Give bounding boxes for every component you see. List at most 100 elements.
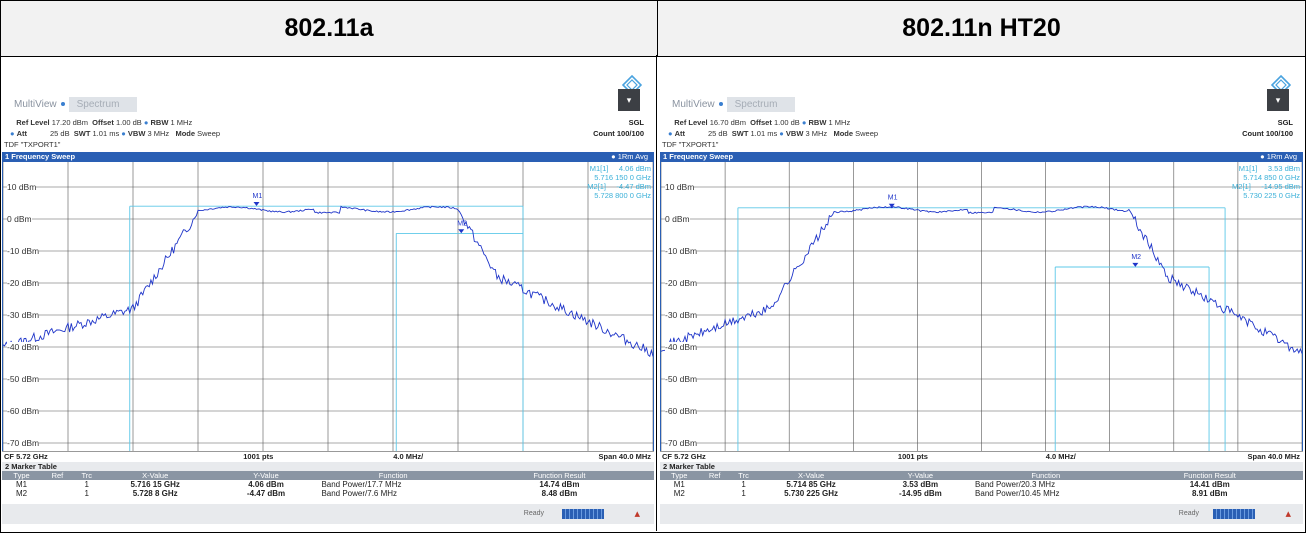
marker-table-header: Type Ref Trc X-Value Y-Value Function Function… [660, 471, 1303, 480]
marker-table-cell: -14.95 dBm [899, 489, 942, 498]
swt-value: 1.01 ms [750, 129, 778, 138]
marker-table-col-y-value: Y-Value [865, 471, 976, 480]
header-80211a: 802.11a [1, 1, 658, 57]
marker-table: Type Ref Trc X-Value Y-Value Function Function… [2, 471, 654, 498]
settings-row-2: ● Att 25 dB SWT 1.01 ms ● VBW 3 MHz Mode… [10, 129, 221, 138]
marker-table-col-ref: Ref [41, 471, 74, 480]
spectrum-graph: M1 M2 [2, 162, 654, 476]
marker-table-col-x-value: X-Value [99, 471, 211, 480]
att-value: 25 dB [49, 129, 70, 138]
marker-table-title: 2 Marker Table [2, 462, 654, 471]
y-tick-label: -40 dBm [665, 342, 698, 352]
marker-label: M2 [457, 220, 467, 227]
marker-table-col-trc: Trc [73, 471, 100, 480]
y-tick-label: 10 dBm [665, 182, 695, 192]
y-tick-label: -50 dBm [665, 374, 698, 384]
marker-table-col-function-result: Function Result [1116, 471, 1303, 480]
marker-readout: M1[1] 4.06 dBm 5.716 150 0 GHz M2[1] -4.… [587, 164, 651, 200]
m2-readout-value: -14.95 dBm [1261, 182, 1300, 191]
marker-triangle-icon[interactable] [888, 203, 895, 208]
points-label: 1001 pts [897, 452, 928, 461]
vbw-value: 3 MHz [147, 129, 170, 138]
att-label: Att [674, 129, 686, 138]
span-label: Span 40.0 MHz [598, 452, 651, 461]
marker-table-cell [699, 480, 731, 489]
offset-value: 1.00 dB [115, 118, 142, 127]
ref-level-label: Ref Level [674, 118, 708, 127]
marker-table-cell [41, 480, 74, 489]
settings-row-1: Ref Level 16.70 dBm Offset 1.00 dB ● RBW… [674, 118, 851, 127]
rbw-value: 1 MHz [828, 118, 851, 127]
warning-icon[interactable]: ▴ [634, 508, 640, 520]
sgl-label: SGL [1277, 118, 1293, 127]
status-bar: Ready ▴ [660, 504, 1303, 524]
y-tick-label: -50 dBm [7, 374, 40, 384]
vbw-label: VBW [127, 129, 146, 138]
marker-table-row[interactable]: M2 1 5.730 225 GHz -14.95 dBm Band Power/10.… [660, 489, 1303, 498]
marker-table-cell: 5.716 15 GHz [130, 480, 180, 489]
tab-multiview[interactable]: MultiView [672, 98, 715, 110]
tab-indicator-icon [60, 102, 65, 106]
y-tick-label: -10 dBm [7, 246, 40, 256]
att-value: 25 dB [707, 129, 728, 138]
menu-button[interactable]: ▾ [1267, 89, 1289, 111]
header-80211n-ht20: 802.11n HT20 [658, 1, 1305, 57]
tab-multiview[interactable]: MultiView [14, 98, 57, 110]
marker-table-col-function-result: Function Result [464, 471, 654, 480]
spectrum-plot[interactable]: M1 M2 10 dBm 0 dBm -10 dBm -20 dBm -30 dBm -40… [660, 161, 1303, 480]
marker-table-cell: 3.53 dBm [902, 480, 939, 489]
y-tick-label: -70 dBm [7, 438, 40, 448]
avg-label: ● 1Rm Avg [1260, 152, 1297, 161]
marker-table-cell: 1 [741, 480, 746, 489]
tab-spectrum[interactable]: Spectrum [726, 96, 796, 112]
y-tick-label: -60 dBm [7, 406, 40, 416]
marker-triangle-icon[interactable] [1132, 262, 1139, 267]
mode-label: Mode [833, 129, 854, 138]
status-ready: Ready [523, 510, 544, 517]
offset-label: Offset [750, 118, 772, 127]
sgl-label: SGL [628, 118, 644, 127]
tab-spectrum[interactable]: Spectrum [68, 96, 138, 112]
marker-table-row[interactable]: M1 1 5.714 85 GHz 3.53 dBm Band Power/20.3 M… [660, 480, 1303, 489]
marker-table-cell: 5.730 225 GHz [784, 489, 838, 498]
cf-label: CF 5.72 GHz [4, 452, 48, 461]
marker-table-row[interactable]: M2 1 5.728 8 GHz -4.47 dBm Band Power/7.6 MH… [2, 489, 654, 498]
tdf-label: TDF "TXPORT1" [4, 140, 61, 149]
mode-value: Sweep [855, 129, 879, 138]
marker-table-cell: 1 [84, 480, 89, 489]
count-label: Count 100/100 [593, 129, 644, 138]
marker-table-cell: Band Power/7.6 MHz [321, 489, 398, 498]
marker-table-col-ref: Ref [698, 471, 731, 480]
marker-label: M2 [1131, 254, 1141, 261]
tab-bar: MultiView Spectrum [666, 95, 796, 113]
marker-triangle-icon[interactable] [253, 202, 260, 207]
marker-table-col-function: Function [321, 471, 465, 480]
marker-table-cell: Band Power/17.7 MHz [321, 480, 402, 489]
vbw-value: 3 MHz [805, 129, 828, 138]
m1-readout-freq: 5.716 150 0 GHz [594, 173, 651, 182]
marker-table-cell: M2 [673, 489, 685, 498]
y-tick-label: -20 dBm [665, 278, 698, 288]
warning-icon[interactable]: ▴ [1285, 508, 1291, 520]
y-tick-label: -30 dBm [665, 310, 698, 320]
spectrum-screen-0: MultiView Spectrum ▾ Ref Level 17.20 dBm… [2, 57, 654, 530]
spectrum-plot[interactable]: M1 M2 10 dBm 0 dBm -10 dBm -20 dBm -30 dBm -40… [2, 161, 654, 480]
spectrum-graph: M1 M2 [660, 162, 1303, 476]
tab-bar: MultiView Spectrum [8, 95, 138, 113]
menu-button[interactable]: ▾ [618, 89, 640, 111]
sweep-title: 1 Frequency Sweep [5, 152, 76, 161]
y-tick-label: 0 dBm [7, 214, 32, 224]
marker-table-cell: Band Power/10.45 MHz [975, 489, 1060, 498]
marker-table-title: 2 Marker Table [660, 462, 1303, 471]
points-label: 1001 pts [243, 452, 274, 461]
status-bar: Ready ▴ [2, 504, 654, 524]
att-label: Att [16, 129, 28, 138]
m1-readout-value: 4.06 dBm [618, 164, 651, 173]
marker-table-row[interactable]: M1 1 5.716 15 GHz 4.06 dBm Band Power/17.7 M… [2, 480, 654, 489]
progress-indicator [1213, 509, 1255, 519]
marker-table-col-type: Type [2, 471, 42, 480]
marker-triangle-icon[interactable] [458, 229, 465, 234]
marker-table-cell: 1 [741, 489, 746, 498]
marker-table-cell: 8.91 dBm [1191, 489, 1228, 498]
